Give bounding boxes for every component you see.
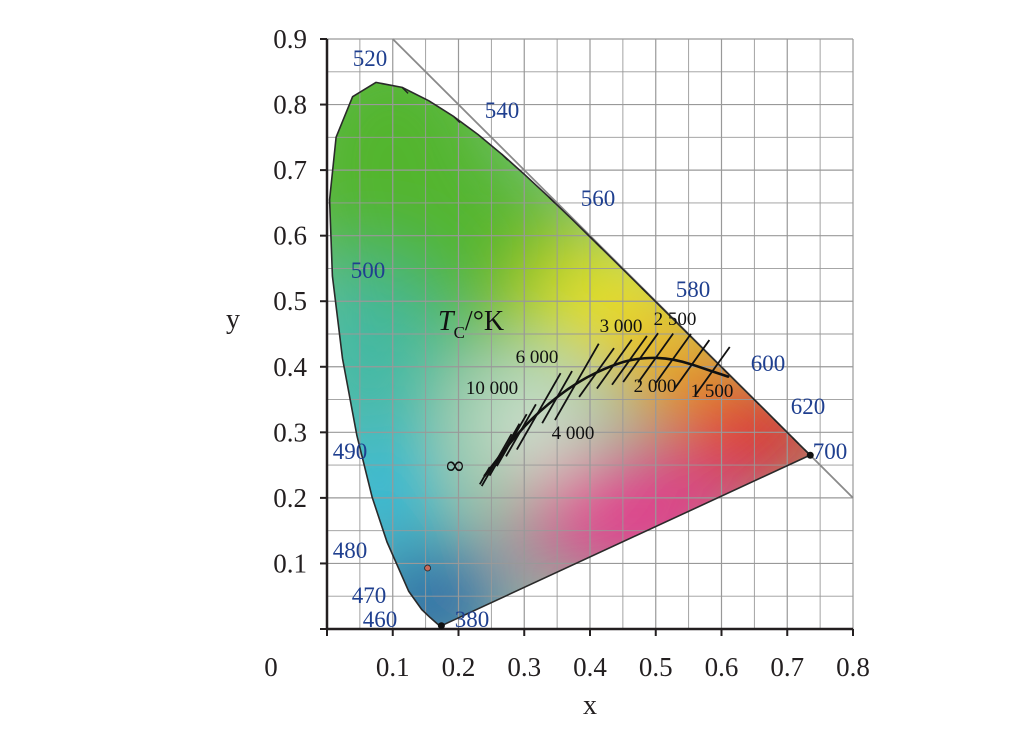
wavelength-label-520: 520 (353, 46, 388, 71)
spectral-locus (328, 81, 814, 630)
isotemperature-line (480, 433, 513, 487)
spectral-locus-outline (328, 81, 811, 627)
wavelength-label-560: 560 (581, 186, 616, 211)
x-tick-label: 0.2 (442, 652, 476, 682)
wavelength-label-620: 620 (791, 394, 826, 419)
x-tick-label: 0.7 (770, 652, 804, 682)
isotemperature-line (541, 370, 573, 424)
locus-tick (453, 116, 461, 124)
locus-tick (752, 398, 760, 406)
x-tick-label: 0.4 (573, 652, 607, 682)
grid (326, 38, 854, 630)
marked-point (424, 564, 431, 572)
y-tick-label: 0.6 (273, 221, 307, 251)
locus-tick (595, 241, 603, 249)
wavelength-label-580: 580 (676, 277, 711, 302)
blob-teal (329, 263, 437, 444)
y-axis-label: y (226, 304, 240, 335)
isotemperature-line (505, 403, 537, 457)
locus-tick (773, 418, 781, 426)
isotemperature-line (578, 347, 615, 398)
y-tick-label: 0.9 (273, 24, 307, 54)
wavelength-label-700: 700 (813, 439, 848, 464)
temperature-label: 1 500 (691, 381, 734, 402)
y-tick-label: 0.3 (273, 417, 307, 447)
isotemperature-line (611, 335, 648, 386)
violet-endpoint (437, 622, 445, 630)
wavelength-label-470: 470 (352, 583, 387, 608)
wavelength-label-460: 460 (363, 607, 398, 632)
isotemperature-line (637, 332, 674, 383)
y-tick-label: 0.5 (273, 286, 307, 316)
locus-tick (401, 86, 409, 94)
x-tick-label: 0.3 (507, 652, 541, 682)
planckian-locus (479, 332, 731, 487)
isotemperature-line (694, 346, 731, 397)
isotemperature-line (596, 339, 633, 390)
isotemperature-line (516, 372, 562, 450)
wavelength-label-490: 490 (333, 439, 368, 464)
wavelength-label-480: 480 (333, 538, 368, 563)
isotemperature-line (622, 332, 659, 383)
locus-tick (641, 287, 649, 295)
isotemperature-line (488, 423, 521, 477)
isotemperature-line (479, 466, 491, 485)
temperature-label: 10 000 (466, 378, 518, 399)
y-tick-label: 0.7 (273, 155, 307, 185)
x-tick-label: 0.5 (639, 652, 673, 682)
y-tick-label: 0.4 (273, 352, 307, 382)
locus-tick (548, 196, 556, 204)
y-tick-label: 0.8 (273, 90, 307, 120)
color-blobs (329, 82, 811, 626)
x-tick-label: 0.1 (376, 652, 410, 682)
x-tick-label: 0.6 (705, 652, 739, 682)
isotemperature-line (496, 413, 528, 467)
red-endpoint (806, 451, 814, 459)
axes: 0.1 0.2 0.3 0.4 0.5 0.6 0.7 0.8 0.1 0.2 0.3 0.4 0.5 0… (273, 24, 870, 682)
wavelength-label-600: 600 (751, 351, 786, 376)
isotemperature-line (655, 333, 692, 384)
wavelength-label-380: 380 (455, 607, 490, 632)
temperature-label: 3 000 (600, 316, 643, 337)
wavelength-label-540: 540 (485, 98, 520, 123)
isotemperature-line (673, 339, 711, 390)
isotemperature-line (554, 343, 600, 421)
x-tick-label: 0.8 (836, 652, 870, 682)
temperature-label: 6 000 (516, 347, 559, 368)
wavelength-label-500: 500 (351, 258, 386, 283)
locus-tick (501, 153, 509, 161)
x-axis-label: x (583, 690, 597, 721)
infinity-label: ∞ (444, 451, 466, 481)
temperature-label: 2 500 (654, 309, 697, 330)
origin-label: 0 (264, 652, 278, 682)
color-temperature-title: TC/°K (438, 306, 504, 342)
temperature-label: 4 000 (552, 423, 595, 444)
locus-tick (722, 368, 730, 376)
y-tick-label: 0.1 (273, 548, 307, 578)
locus-tick (791, 437, 799, 445)
blob-magenta (519, 457, 740, 578)
temperature-label: 2 000 (634, 376, 677, 397)
y-tick-label: 0.2 (273, 483, 307, 513)
